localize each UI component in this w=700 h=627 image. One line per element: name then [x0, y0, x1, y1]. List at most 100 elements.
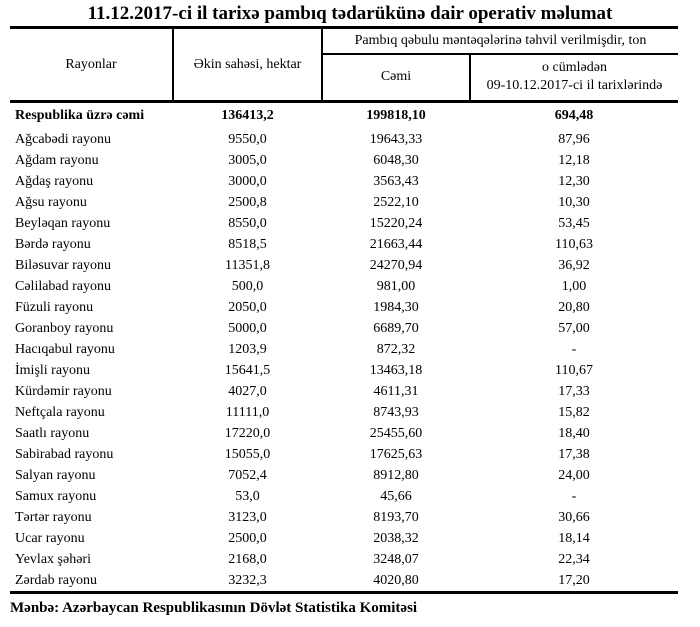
total-cell: 2522,10 — [373, 195, 419, 210]
table-row: Neftçala rayonu 11111,0 8743,93 15,82 — [10, 402, 678, 423]
region-cell: Zərdab rayonu — [15, 573, 98, 588]
total-cell: 25455,60 — [369, 426, 423, 441]
area-cell: 500,0 — [231, 279, 264, 294]
recent-cell: 36,92 — [558, 258, 590, 273]
column-header-delivered-group: Pambıq qəbulu məntəqələrinə təhvil veril… — [322, 27, 679, 55]
region-cell: Ucar rayonu — [15, 531, 85, 546]
table-row: Yevlax şəhəri 2168,0 3248,07 22,34 — [10, 549, 678, 570]
area-cell: 3232,3 — [228, 573, 267, 588]
recent-cell: 22,34 — [558, 552, 590, 567]
table-row: Samux rayonu 53,0 45,66 - — [10, 486, 678, 507]
column-header-recent-line1: o cümlədən — [542, 60, 607, 76]
table-row: Ağdam rayonu 3005,0 6048,30 12,18 — [10, 150, 678, 171]
total-cell: 24270,94 — [369, 258, 423, 273]
table-row: Hacıqabul rayonu 1203,9 872,32 - — [10, 339, 678, 360]
total-cell: 17625,63 — [369, 447, 423, 462]
table-row: Salyan rayonu 7052,4 8912,80 24,00 — [10, 465, 678, 486]
table-row: Saatlı rayonu 17220,0 25455,60 18,40 — [10, 423, 678, 444]
region-cell: Biləsuvar rayonu — [15, 258, 112, 273]
recent-cell: 57,00 — [558, 321, 590, 336]
recent-cell: 24,00 — [558, 468, 590, 483]
region-cell: Yevlax şəhəri — [15, 552, 91, 567]
table-row: Ağsu rayonu 2500,8 2522,10 10,30 — [10, 192, 678, 213]
recent-cell: 17,20 — [558, 573, 590, 588]
total-cell: 199818,10 — [366, 108, 426, 123]
area-cell: 15055,0 — [224, 447, 271, 462]
total-cell: 981,00 — [376, 279, 416, 294]
recent-cell: 1,00 — [561, 279, 587, 294]
total-cell: 2038,32 — [373, 531, 419, 546]
area-cell: 11111,0 — [225, 405, 270, 420]
recent-cell: 20,80 — [558, 300, 590, 315]
table-row: Biləsuvar rayonu 11351,8 24270,94 36,92 — [10, 255, 678, 276]
region-cell: Saatlı rayonu — [15, 426, 90, 441]
recent-cell: 17,38 — [558, 447, 590, 462]
recent-cell: 110,67 — [555, 363, 593, 378]
total-cell: 8193,70 — [373, 510, 419, 525]
recent-cell: 53,45 — [558, 216, 590, 231]
recent-cell: - — [571, 489, 577, 504]
recent-cell: 18,14 — [558, 531, 590, 546]
area-cell: 8518,5 — [228, 237, 267, 252]
recent-cell: 110,63 — [555, 237, 593, 252]
total-cell: 21663,44 — [369, 237, 423, 252]
region-cell: Cəlilabad rayonu — [15, 279, 112, 294]
table-row: Beyləqan rayonu 8550,0 15220,24 53,45 — [10, 213, 678, 234]
column-header-area: Əkin sahəsi, hektar — [173, 27, 323, 102]
recent-cell: 87,96 — [558, 132, 590, 147]
area-cell: 3123,0 — [228, 510, 267, 525]
total-cell: 13463,18 — [369, 363, 423, 378]
area-cell: 8550,0 — [228, 216, 267, 231]
cotton-procurement-table: Rayonlar Əkin sahəsi, hektar Pambıq qəbu… — [10, 26, 679, 594]
total-cell: 4611,31 — [373, 384, 419, 399]
total-cell: 872,32 — [376, 342, 416, 357]
area-cell: 2050,0 — [228, 300, 267, 315]
region-cell: Bərdə rayonu — [15, 237, 91, 252]
total-cell: 3563,43 — [373, 174, 419, 189]
area-cell: 2500,8 — [228, 195, 267, 210]
table-header: Rayonlar Əkin sahəsi, hektar Pambıq qəbu… — [10, 27, 679, 102]
recent-cell: 30,66 — [558, 510, 590, 525]
table-row: Goranboy rayonu 5000,0 6689,70 57,00 — [10, 318, 678, 339]
area-cell: 4027,0 — [228, 384, 267, 399]
recent-cell: 10,30 — [558, 195, 590, 210]
area-cell: 15641,5 — [224, 363, 271, 378]
table-row: Füzuli rayonu 2050,0 1984,30 20,80 — [10, 297, 678, 318]
total-cell: 6048,30 — [373, 153, 419, 168]
area-cell: 136413,2 — [221, 108, 274, 123]
recent-cell: 18,40 — [558, 426, 590, 441]
total-cell: 8743,93 — [373, 405, 419, 420]
header-row-2: Cəmi o cümlədən 09-10.12.2017-ci il tari… — [10, 53, 678, 102]
region-cell: Neftçala rayonu — [15, 405, 105, 420]
column-header-recent: o cümlədən 09-10.12.2017-ci il tarixləri… — [470, 54, 678, 102]
area-cell: 3005,0 — [228, 153, 267, 168]
region-cell: Salyan rayonu — [15, 468, 96, 483]
table-row: Bərdə rayonu 8518,5 21663,44 110,63 — [10, 234, 678, 255]
region-cell: İmişli rayonu — [15, 363, 91, 378]
table-row: İmişli rayonu 15641,5 13463,18 110,67 — [10, 360, 678, 381]
region-cell: Füzuli rayonu — [15, 300, 94, 315]
region-cell: Sabirabad rayonu — [15, 447, 114, 462]
area-cell: 17220,0 — [224, 426, 271, 441]
area-cell: 2168,0 — [228, 552, 267, 567]
area-cell: 2500,0 — [228, 531, 267, 546]
table-row: Sabirabad rayonu 15055,0 17625,63 17,38 — [10, 444, 678, 465]
region-cell: Ağsu rayonu — [15, 195, 87, 210]
area-cell: 3000,0 — [228, 174, 267, 189]
recent-cell: 12,18 — [558, 153, 590, 168]
area-cell: 5000,0 — [228, 321, 267, 336]
total-cell: 3248,07 — [373, 552, 419, 567]
area-cell: 9550,0 — [228, 132, 267, 147]
total-cell: 4020,80 — [373, 573, 419, 588]
table-row-total: Respublika üzrə cəmi 136413,2 199818,10 … — [10, 102, 678, 130]
header-row-1: Rayonlar Əkin sahəsi, hektar Pambıq qəbu… — [10, 27, 679, 102]
area-cell: 1203,9 — [228, 342, 267, 357]
report-title: 11.12.2017-ci il tarixə pambıq tədarükün… — [87, 3, 613, 24]
region-cell: Ağdam rayonu — [15, 153, 99, 168]
table-row: Cəlilabad rayonu 500,0 981,00 1,00 — [10, 276, 678, 297]
total-cell: 1984,30 — [373, 300, 419, 315]
total-cell: 6689,70 — [373, 321, 419, 336]
region-cell: Ağcabədi rayonu — [15, 132, 112, 147]
column-header-recent-line2: 09-10.12.2017-ci il tarixlərində — [486, 78, 663, 94]
